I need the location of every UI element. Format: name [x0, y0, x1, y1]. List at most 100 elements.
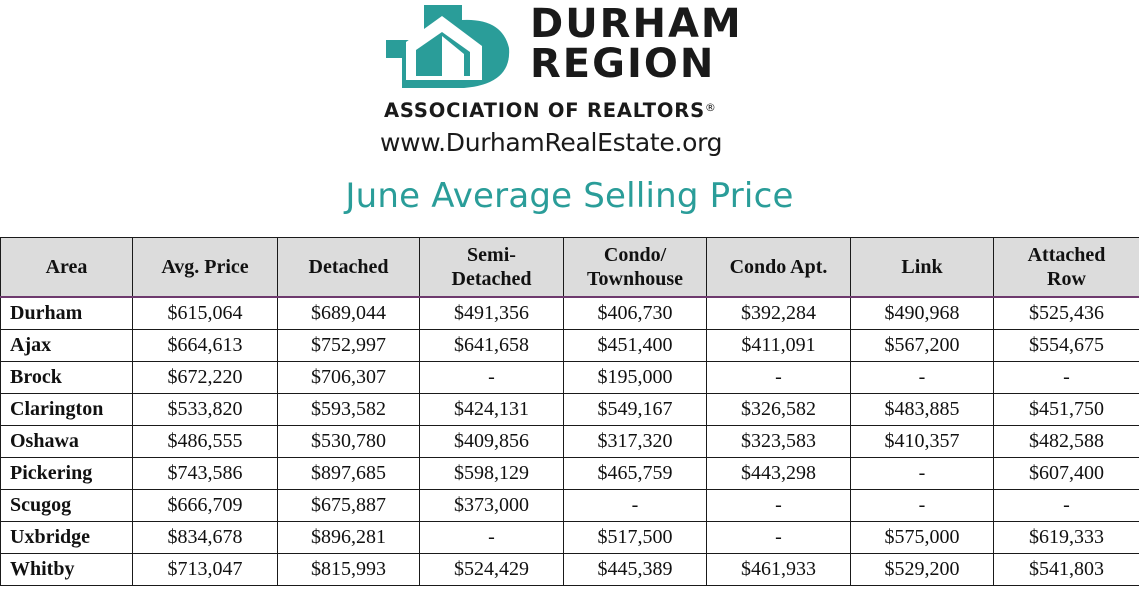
price-cell: $195,000	[563, 361, 707, 394]
website-url: www.DurhamRealEstate.org	[380, 128, 723, 157]
price-cell: $525,436	[993, 296, 1139, 330]
price-cell: $743,586	[132, 457, 278, 490]
column-header: Semi- Detached	[419, 237, 564, 298]
price-cell: -	[850, 361, 994, 394]
price-cell: $713,047	[132, 553, 278, 586]
column-header: Avg. Price	[132, 237, 278, 298]
price-cell: $490,968	[850, 296, 994, 330]
price-cell: $619,333	[993, 521, 1139, 554]
association-text: ASSOCIATION OF REALTORS	[384, 99, 705, 122]
price-cell: $411,091	[706, 329, 851, 362]
price-cell: $451,400	[563, 329, 707, 362]
price-cell: $675,887	[277, 489, 420, 522]
price-cell: $517,500	[563, 521, 707, 554]
price-cell: $482,588	[993, 425, 1139, 458]
table-body: Durham $615,064 $689,044 $491,356 $406,730 $3…	[0, 296, 1139, 586]
price-cell: $615,064	[132, 296, 278, 330]
table-row: Brock $672,220 $706,307- $195,000- - -	[0, 361, 1139, 394]
table-row: Ajax $664,613 $752,997 $641,658 $451,400 $411…	[0, 329, 1139, 362]
price-cell: $815,993	[277, 553, 420, 586]
page-title: June Average Selling Price	[345, 176, 794, 216]
price-cell: $409,856	[419, 425, 564, 458]
price-cell: $666,709	[132, 489, 278, 522]
column-header: Condo Apt.	[706, 237, 851, 298]
price-cell: -	[993, 489, 1139, 522]
area-cell: Durham	[0, 296, 133, 330]
house-d-logo-icon	[386, 5, 510, 88]
price-cell: $672,220	[132, 361, 278, 394]
price-cell: $424,131	[419, 393, 564, 426]
column-header-line: Link	[901, 256, 943, 278]
price-cell: $317,320	[563, 425, 707, 458]
table-row: Uxbridge $834,678 $896,281- $517,500- $575,0…	[0, 521, 1139, 554]
column-header-line: Row	[1047, 268, 1086, 290]
table-row: Oshawa $486,555 $530,780 $409,856 $317,320 $3…	[0, 425, 1139, 458]
price-cell: $607,400	[993, 457, 1139, 490]
registered-mark: ®	[704, 101, 717, 114]
price-cell: $524,429	[419, 553, 564, 586]
column-header-line: Area	[45, 256, 88, 278]
price-cell: $689,044	[277, 296, 420, 330]
column-header-line: Condo/	[603, 244, 667, 266]
column-header: Link	[850, 237, 994, 298]
area-cell: Scugog	[0, 489, 133, 522]
logo-line-region: REGION	[530, 41, 716, 87]
price-cell: $593,582	[277, 393, 420, 426]
durham-region-logo: DURHAM REGION	[384, 0, 804, 90]
price-cell: $410,357	[850, 425, 994, 458]
price-cell: $530,780	[277, 425, 420, 458]
area-cell: Whitby	[0, 553, 133, 586]
column-header-line: Detached	[308, 256, 389, 278]
price-cell: $406,730	[563, 296, 707, 330]
price-cell: -	[419, 361, 564, 394]
price-cell: $451,750	[993, 393, 1139, 426]
column-header: Condo/Townhouse	[563, 237, 707, 298]
price-cell: $529,200	[850, 553, 994, 586]
price-cell: $483,885	[850, 393, 994, 426]
price-cell: $706,307	[277, 361, 420, 394]
price-cell: $443,298	[706, 457, 851, 490]
price-cell: -	[850, 489, 994, 522]
table-row: Durham $615,064 $689,044 $491,356 $406,730 $3…	[0, 296, 1139, 330]
price-cell: $461,933	[706, 553, 851, 586]
logo-line-durham: DURHAM	[530, 1, 743, 47]
area-cell: Pickering	[0, 457, 133, 490]
column-header: Attached Row	[993, 237, 1139, 298]
price-cell: $641,658	[419, 329, 564, 362]
price-cell: -	[706, 489, 851, 522]
price-cell: -	[706, 521, 851, 554]
area-cell: Brock	[0, 361, 133, 394]
price-cell: $486,555	[132, 425, 278, 458]
column-header-line: Condo Apt.	[729, 256, 828, 278]
price-cell: $541,803	[993, 553, 1139, 586]
price-cell: $445,389	[563, 553, 707, 586]
price-cell: $664,613	[132, 329, 278, 362]
area-cell: Oshawa	[0, 425, 133, 458]
table-header-row: Area Avg. Price Detached Semi- Detached Condo…	[0, 237, 1139, 298]
area-cell: Ajax	[0, 329, 133, 362]
price-cell: $834,678	[132, 521, 278, 554]
table-row: Whitby $713,047 $815,993 $524,429 $445,389 $4…	[0, 553, 1139, 586]
table-row: Pickering $743,586 $897,685 $598,129 $465,75…	[0, 457, 1139, 490]
price-cell: $323,583	[706, 425, 851, 458]
price-cell: -	[419, 521, 564, 554]
column-header: Detached	[277, 237, 420, 298]
association-name: ASSOCIATION OF REALTORS®	[384, 99, 764, 122]
column-header-line: Semi-	[467, 244, 516, 266]
price-cell: $533,820	[132, 393, 278, 426]
price-cell: $554,675	[993, 329, 1139, 362]
column-header-line: Townhouse	[587, 268, 683, 290]
column-header: Area	[0, 237, 133, 298]
price-cell: $575,000	[850, 521, 994, 554]
price-cell: $373,000	[419, 489, 564, 522]
price-cell: $897,685	[277, 457, 420, 490]
average-price-table: Area Avg. Price Detached Semi- Detached Condo…	[0, 237, 1139, 586]
area-cell: Clarington	[0, 393, 133, 426]
price-cell: $465,759	[563, 457, 707, 490]
column-header-line: Avg. Price	[161, 256, 249, 278]
price-cell: $549,167	[563, 393, 707, 426]
price-cell: $326,582	[706, 393, 851, 426]
price-cell: $598,129	[419, 457, 564, 490]
price-cell: -	[993, 361, 1139, 394]
price-cell: $896,281	[277, 521, 420, 554]
